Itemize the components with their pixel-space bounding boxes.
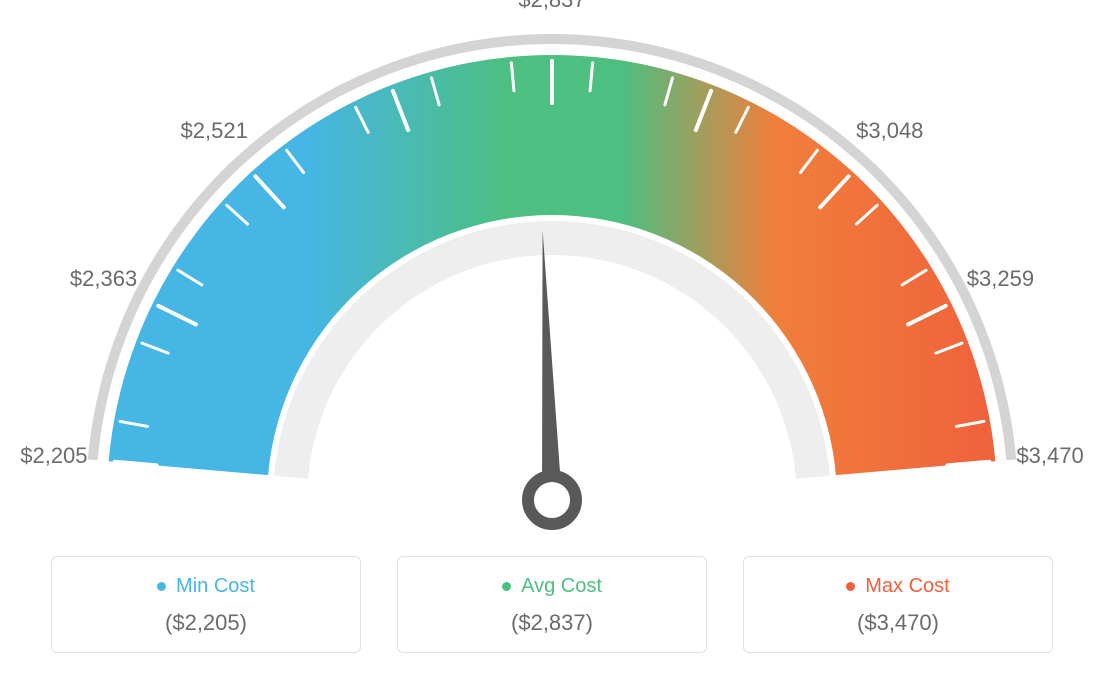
min-cost-label-row: Min Cost: [62, 575, 350, 598]
max-cost-label: Max Cost: [865, 575, 949, 598]
max-cost-value: ($3,470): [754, 610, 1042, 636]
gauge-chart: $2,205$2,363$2,521$2,837$3,048$3,259$3,4…: [40, 10, 1064, 550]
stats-row: Min Cost ($2,205) Avg Cost ($2,837) Max …: [40, 556, 1064, 653]
max-cost-card: Max Cost ($3,470): [743, 556, 1053, 653]
avg-cost-value: ($2,837): [408, 610, 696, 636]
max-cost-label-row: Max Cost: [754, 575, 1042, 598]
gauge-tick-label: $3,259: [967, 266, 1034, 292]
min-cost-label: Min Cost: [176, 575, 255, 598]
avg-cost-label-row: Avg Cost: [408, 575, 696, 598]
gauge-tick-label: $2,205: [20, 443, 87, 469]
gauge-tick-label: $2,363: [70, 266, 137, 292]
min-dot-icon: [157, 582, 166, 591]
gauge-tick-label: $2,521: [181, 118, 248, 144]
gauge-svg: [40, 10, 1064, 550]
avg-cost-label: Avg Cost: [521, 575, 602, 598]
gauge-tick-label: $3,470: [1016, 443, 1083, 469]
gauge-tick-label: $3,048: [856, 118, 923, 144]
max-dot-icon: [846, 582, 855, 591]
gauge-tick-label: $2,837: [518, 0, 585, 13]
avg-dot-icon: [502, 582, 511, 591]
min-cost-value: ($2,205): [62, 610, 350, 636]
avg-cost-card: Avg Cost ($2,837): [397, 556, 707, 653]
min-cost-card: Min Cost ($2,205): [51, 556, 361, 653]
